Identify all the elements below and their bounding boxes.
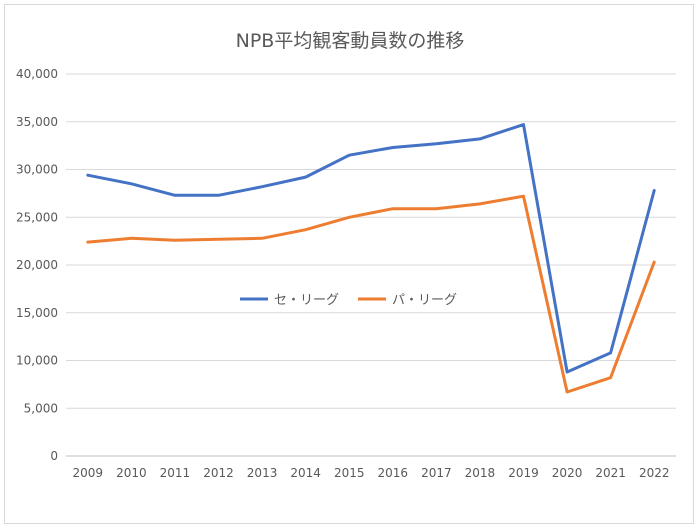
- y-tick-label: 40,000: [16, 67, 58, 81]
- x-tick-label: 2017: [421, 466, 452, 480]
- x-tick-label: 2015: [334, 466, 365, 480]
- x-tick-label: 2012: [203, 466, 234, 480]
- x-tick-label: 2010: [116, 466, 147, 480]
- x-tick-label: 2016: [378, 466, 409, 480]
- y-tick-label: 30,000: [16, 163, 58, 177]
- x-tick-label: 2014: [290, 466, 321, 480]
- y-tick-label: 5,000: [24, 401, 58, 415]
- x-tick-label: 2020: [552, 466, 583, 480]
- series-line-2: [86, 194, 656, 394]
- legend-label: パ・リーグ: [392, 293, 457, 308]
- y-tick-labels: 0 5,000 10,000 15,000 20,000 25,000 30,000 35,0…: [16, 67, 58, 463]
- y-tick-label: 25,000: [16, 210, 58, 224]
- x-tick-label: 2009: [73, 466, 104, 480]
- x-tick-labels: 2009 2010 2011 2012 2013 2014 2015 2016 2017 2018…: [73, 466, 670, 480]
- y-tick-label: 35,000: [16, 115, 58, 129]
- y-tick-label: 10,000: [16, 354, 58, 368]
- chart-title: NPB平均観客動員数の推移: [235, 30, 465, 52]
- chart-frame: [4, 4, 694, 524]
- legend-label: セ・リーグ: [274, 293, 339, 308]
- y-tick-label: 0: [50, 449, 58, 463]
- x-tick-label: 2019: [508, 466, 539, 480]
- legend: セ・リーグ パ・リーグ: [240, 293, 457, 308]
- x-tick-label: 2013: [247, 466, 278, 480]
- x-tick-label: 2018: [465, 466, 496, 480]
- x-tick-label: 2022: [639, 466, 670, 480]
- series-lines: [86, 123, 656, 394]
- y-tick-label: 15,000: [16, 306, 58, 320]
- x-tick-label: 2021: [595, 466, 626, 480]
- series-line-1: [86, 123, 656, 374]
- x-tick-label: 2011: [160, 466, 191, 480]
- gridlines: [66, 73, 676, 457]
- y-tick-label: 20,000: [16, 258, 58, 272]
